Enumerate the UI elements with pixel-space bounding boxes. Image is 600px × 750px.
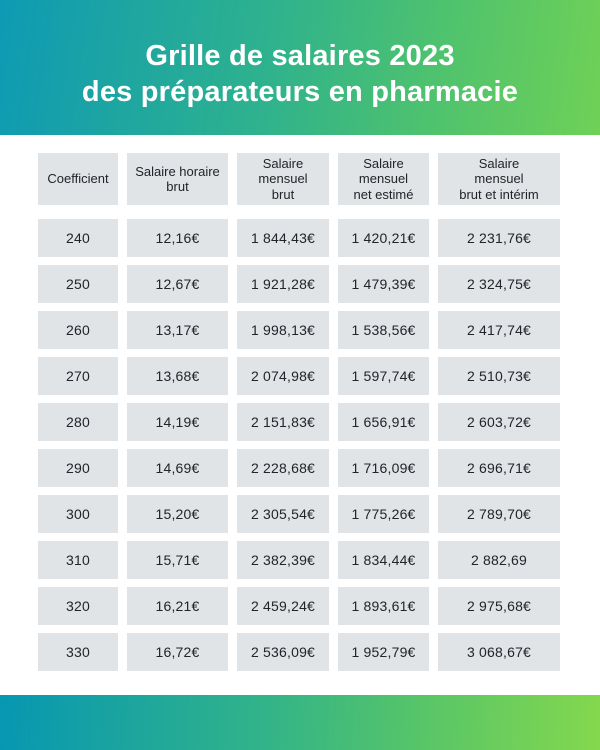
salary-cell: 14,19€ bbox=[127, 403, 228, 441]
salary-cell: 2 228,68€ bbox=[237, 449, 329, 487]
page-title-line1: Grille de salaires 2023 bbox=[145, 39, 455, 72]
salary-cell: 1 420,21€ bbox=[338, 219, 429, 257]
salary-table: Coefficient Salaire horaire brut Salaire m… bbox=[38, 153, 560, 671]
column-header-2: Salaire mensuel brut bbox=[237, 153, 329, 205]
salary-cell: 1 716,09€ bbox=[338, 449, 429, 487]
salary-cell: 2 696,71€ bbox=[438, 449, 560, 487]
salary-cell: 1 538,56€ bbox=[338, 311, 429, 349]
salary-cell: 2 151,83€ bbox=[237, 403, 329, 441]
salary-cell: 12,16€ bbox=[127, 219, 228, 257]
salary-cell: 14,69€ bbox=[127, 449, 228, 487]
salary-cell: 2 459,24€ bbox=[237, 587, 329, 625]
salary-cell: 2 305,54€ bbox=[237, 495, 329, 533]
coefficient-cell: 270 bbox=[38, 357, 118, 395]
header-banner: Grille de salaires 2023 des préparateurs… bbox=[0, 0, 600, 135]
salary-cell: 2 510,73€ bbox=[438, 357, 560, 395]
table-row: 260 13,17€ 1 998,13€ 1 538,56€ 2 417,74€ bbox=[38, 311, 560, 349]
salary-cell: 2 417,74€ bbox=[438, 311, 560, 349]
table-row: 280 14,19€ 2 151,83€ 1 656,91€ 2 603,72€ bbox=[38, 403, 560, 441]
coefficient-cell: 310 bbox=[38, 541, 118, 579]
salary-cell: 1 479,39€ bbox=[338, 265, 429, 303]
salary-cell: 2 536,09€ bbox=[237, 633, 329, 671]
salary-cell: 12,67€ bbox=[127, 265, 228, 303]
coefficient-cell: 330 bbox=[38, 633, 118, 671]
salary-cell: 1 893,61€ bbox=[338, 587, 429, 625]
coefficient-cell: 240 bbox=[38, 219, 118, 257]
salary-cell: 2 975,68€ bbox=[438, 587, 560, 625]
table-body: 240 12,16€ 1 844,43€ 1 420,21€ 2 231,76€ 250 1… bbox=[38, 219, 560, 671]
footer-bar bbox=[0, 695, 600, 750]
column-header-3: Salaire mensuel net estimé bbox=[338, 153, 429, 205]
salary-cell: 13,17€ bbox=[127, 311, 228, 349]
salary-cell: 2 074,98€ bbox=[237, 357, 329, 395]
salary-cell: 1 834,44€ bbox=[338, 541, 429, 579]
salary-cell: 13,68€ bbox=[127, 357, 228, 395]
salary-cell: 1 775,26€ bbox=[338, 495, 429, 533]
salary-cell: 2 789,70€ bbox=[438, 495, 560, 533]
salary-cell: 1 597,74€ bbox=[338, 357, 429, 395]
table-row: 290 14,69€ 2 228,68€ 1 716,09€ 2 696,71€ bbox=[38, 449, 560, 487]
salary-cell: 16,72€ bbox=[127, 633, 228, 671]
salary-cell: 1 998,13€ bbox=[237, 311, 329, 349]
coefficient-cell: 260 bbox=[38, 311, 118, 349]
salary-cell: 16,21€ bbox=[127, 587, 228, 625]
coefficient-cell: 280 bbox=[38, 403, 118, 441]
coefficient-cell: 250 bbox=[38, 265, 118, 303]
salary-cell: 2 882,69 bbox=[438, 541, 560, 579]
salary-cell: 1 656,91€ bbox=[338, 403, 429, 441]
table-header-row: Coefficient Salaire horaire brut Salaire m… bbox=[38, 153, 560, 205]
salary-cell: 15,71€ bbox=[127, 541, 228, 579]
salary-cell: 2 324,75€ bbox=[438, 265, 560, 303]
salary-cell: 1 921,28€ bbox=[237, 265, 329, 303]
column-header-0: Coefficient bbox=[38, 153, 118, 205]
salary-cell: 2 603,72€ bbox=[438, 403, 560, 441]
salary-cell: 2 382,39€ bbox=[237, 541, 329, 579]
table-row: 310 15,71€ 2 382,39€ 1 834,44€ 2 882,69 bbox=[38, 541, 560, 579]
salary-cell: 2 231,76€ bbox=[438, 219, 560, 257]
salary-cell: 1 844,43€ bbox=[237, 219, 329, 257]
salary-cell: 3 068,67€ bbox=[438, 633, 560, 671]
coefficient-cell: 290 bbox=[38, 449, 118, 487]
page-title-line2: des préparateurs en pharmacie bbox=[81, 75, 519, 108]
table-row: 330 16,72€ 2 536,09€ 1 952,79€ 3 068,67€ bbox=[38, 633, 560, 671]
page-title: Grille de salaires 2023 des préparateurs… bbox=[82, 38, 518, 110]
table-row: 240 12,16€ 1 844,43€ 1 420,21€ 2 231,76€ bbox=[38, 219, 560, 257]
table-row: 250 12,67€ 1 921,28€ 1 479,39€ 2 324,75€ bbox=[38, 265, 560, 303]
coefficient-cell: 320 bbox=[38, 587, 118, 625]
table-row: 300 15,20€ 2 305,54€ 1 775,26€ 2 789,70€ bbox=[38, 495, 560, 533]
salary-cell: 15,20€ bbox=[127, 495, 228, 533]
column-header-1: Salaire horaire brut bbox=[127, 153, 228, 205]
salary-cell: 1 952,79€ bbox=[338, 633, 429, 671]
column-header-4: Salaire mensuel brut et intérim bbox=[438, 153, 560, 205]
table-row: 320 16,21€ 2 459,24€ 1 893,61€ 2 975,68€ bbox=[38, 587, 560, 625]
table-row: 270 13,68€ 2 074,98€ 1 597,74€ 2 510,73€ bbox=[38, 357, 560, 395]
coefficient-cell: 300 bbox=[38, 495, 118, 533]
